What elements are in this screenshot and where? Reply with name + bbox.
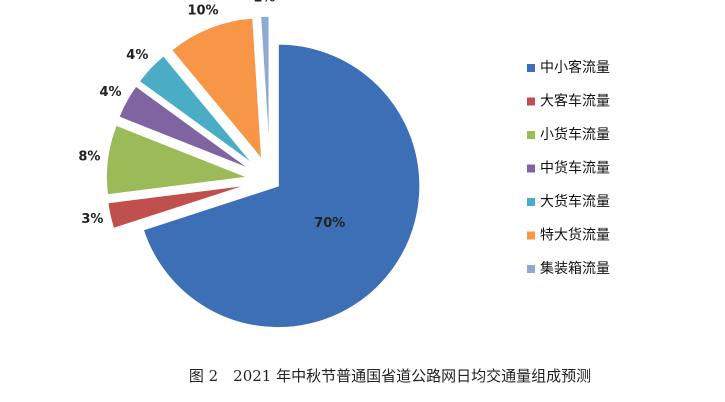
legend-label: 大货车流量 [540, 193, 610, 210]
legend-swatch [527, 164, 535, 173]
legend-swatch [527, 198, 535, 206]
pie-slice [105, 123, 249, 196]
legend-label: 集装箱流量 [540, 260, 610, 277]
caption: 图 2 2021 年中秋节普通国省道公路网日均交通量组成预测 [189, 367, 591, 385]
legend-label: 特大货流量 [540, 227, 610, 244]
data-label: 4% [126, 48, 148, 63]
legend-label: 中小客流量 [540, 59, 610, 76]
data-label: 3% [81, 212, 103, 227]
data-label: 4% [99, 85, 121, 100]
data-label: 10% [187, 3, 218, 18]
legend-swatch [527, 97, 535, 106]
pie-slice [170, 17, 263, 162]
legend-label: 中货车流量 [540, 160, 610, 177]
pie-slice [117, 84, 252, 171]
data-label: 70% [314, 216, 345, 231]
legend-label: 小货车流量 [540, 126, 610, 143]
legend-swatch [527, 265, 535, 273]
data-label: 8% [78, 150, 100, 165]
legend-label: 大客车流量 [540, 93, 610, 110]
pie-slice [142, 43, 421, 329]
legend-swatch [527, 131, 535, 139]
pie-slice [259, 15, 271, 159]
data-label: 1% [253, 0, 275, 6]
pie-slice [138, 54, 255, 166]
pie-slice [106, 184, 249, 230]
legend-swatch [527, 64, 535, 72]
legend-swatch [527, 231, 535, 240]
